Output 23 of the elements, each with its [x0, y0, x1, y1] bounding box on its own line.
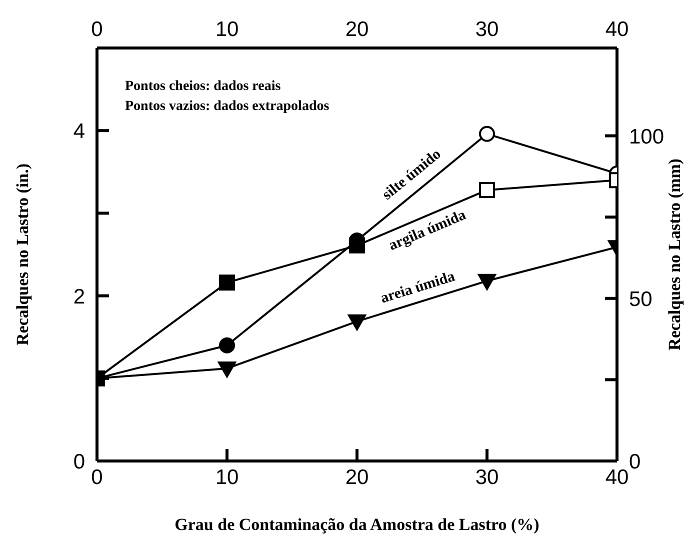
x2-tick-label: 40: [605, 18, 629, 41]
y2-tick-label: 0: [629, 450, 641, 474]
x2-tick-label: 10: [215, 18, 239, 41]
y2-axis-title: Recalques no Lastro (mm): [665, 158, 684, 350]
y-tick-label: 4: [73, 120, 86, 144]
y-tick-label: 0: [73, 450, 85, 474]
x-tick-label: 10: [215, 466, 239, 489]
text: argila úmida: [386, 206, 469, 254]
x-axis-title: Grau de Contaminação da Amostra de Lastro (%): [174, 515, 540, 534]
y2-tick-label: 50: [629, 288, 652, 311]
x2-tick-label: 0: [91, 18, 103, 41]
text: areia úmida: [378, 268, 458, 307]
annotation: Pontos cheios: dados reais: [125, 79, 282, 94]
x-tick-label: 40: [605, 466, 629, 489]
annotation: Pontos vazios: dados extrapolados: [125, 99, 330, 114]
x2-tick-label: 30: [475, 18, 499, 41]
x-tick-label: 0: [91, 466, 103, 489]
y-tick-label: 2: [73, 285, 85, 308]
y-axis-title: Recalques no Lastro (in.): [13, 164, 32, 346]
y2-tick-label: 100: [629, 125, 664, 148]
x2-tick-label: 20: [345, 18, 369, 41]
x-tick-label: 20: [345, 466, 369, 489]
x-tick-label: 30: [475, 466, 499, 489]
